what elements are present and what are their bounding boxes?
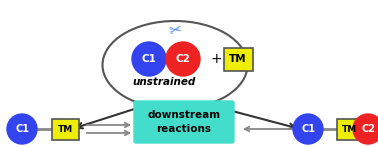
Text: TM: TM — [57, 125, 73, 133]
Text: +: + — [210, 52, 222, 66]
Text: unstrained: unstrained — [132, 77, 196, 87]
Text: C2: C2 — [175, 54, 191, 64]
Circle shape — [166, 42, 200, 76]
FancyBboxPatch shape — [336, 118, 364, 140]
Circle shape — [132, 42, 166, 76]
FancyBboxPatch shape — [134, 101, 234, 143]
Ellipse shape — [102, 21, 248, 109]
Circle shape — [7, 114, 37, 144]
FancyBboxPatch shape — [51, 118, 79, 140]
Circle shape — [293, 114, 323, 144]
Text: C1: C1 — [15, 124, 29, 134]
Text: downstream
reactions: downstream reactions — [147, 110, 220, 134]
Text: C1: C1 — [301, 124, 315, 134]
Circle shape — [353, 114, 378, 144]
Text: C1: C1 — [142, 54, 156, 64]
Text: C2: C2 — [361, 124, 375, 134]
FancyBboxPatch shape — [223, 47, 253, 71]
Text: ✂: ✂ — [167, 21, 183, 39]
Text: TM: TM — [229, 54, 247, 64]
Text: TM: TM — [342, 125, 358, 133]
